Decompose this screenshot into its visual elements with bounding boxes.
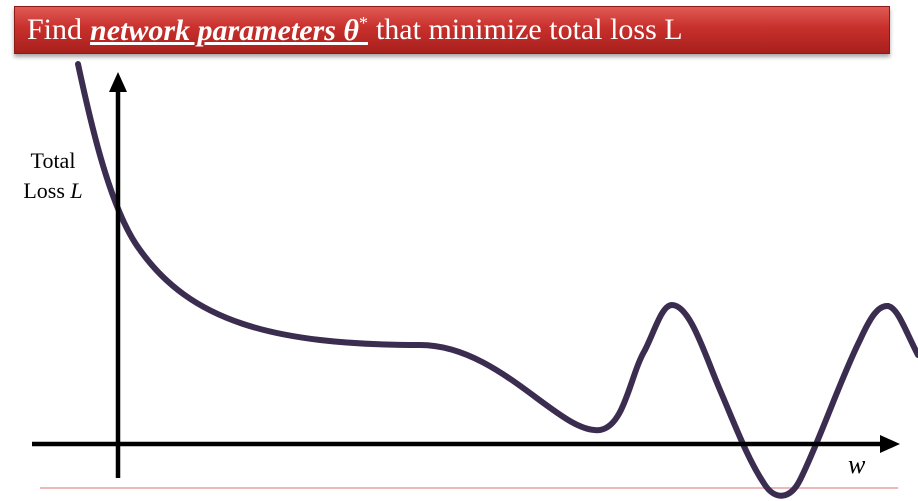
y-axis-arrow-icon [109,72,127,92]
title-superscript: * [358,12,368,33]
title-prefix: Find [27,13,83,46]
y-axis-label: Total Loss L [14,146,92,206]
x-axis-label: w [848,450,866,479]
title-banner: Find network parameters θ* that minimize… [14,6,890,54]
title-emphasis-text: network parameters θ [90,13,359,47]
y-axis-label-text: Loss [23,178,71,203]
y-axis-label-line2: Loss L [14,176,92,206]
y-axis-label-line1: Total [30,148,76,173]
title-suffix: that minimize total loss L [375,13,683,46]
loss-curve [75,61,918,499]
x-axis-arrow-icon [880,435,900,453]
y-axis-label-variable: L [70,178,83,203]
title-emphasis: network parameters θ* [90,13,368,48]
